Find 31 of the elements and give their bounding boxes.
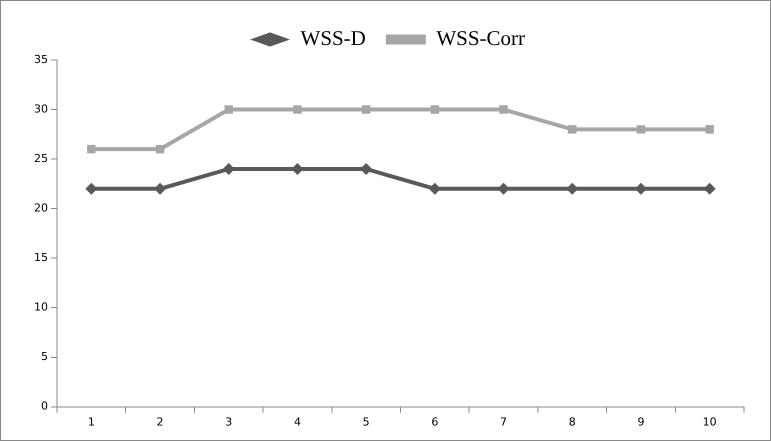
x-tick-label: 1 (88, 415, 95, 428)
point (705, 125, 714, 134)
legend-label: WSS-D (300, 26, 366, 50)
x-tick-label: 8 (568, 415, 576, 428)
point (430, 105, 440, 114)
y-tick-label: 30 (34, 102, 48, 116)
x-tick-label: 2 (156, 415, 164, 428)
y-tick-label: 0 (40, 400, 48, 413)
x-tick-label: 9 (637, 415, 644, 428)
x-tick-label: 7 (500, 415, 508, 428)
point (156, 144, 164, 154)
point (636, 125, 646, 134)
x-tick-label: 6 (431, 415, 438, 428)
point (362, 105, 370, 114)
legend-label: WSS-Corr (436, 26, 526, 50)
point (224, 105, 233, 114)
point (499, 105, 508, 114)
x-tick-label: 4 (294, 415, 301, 428)
y-tick-label: 10 (34, 300, 48, 314)
y-tick-label: 20 (34, 201, 48, 214)
y-tick-label: 35 (34, 52, 48, 66)
x-tick-label: 5 (362, 415, 370, 428)
x-tick-label: 10 (702, 415, 717, 428)
y-tick-label: 15 (34, 251, 48, 264)
point (87, 144, 96, 154)
point (293, 105, 302, 114)
x-tick-label: 3 (225, 415, 232, 428)
y-tick-label: 25 (34, 152, 48, 165)
point (154, 182, 166, 195)
y-tick-label: 5 (40, 350, 48, 364)
point (568, 125, 576, 134)
